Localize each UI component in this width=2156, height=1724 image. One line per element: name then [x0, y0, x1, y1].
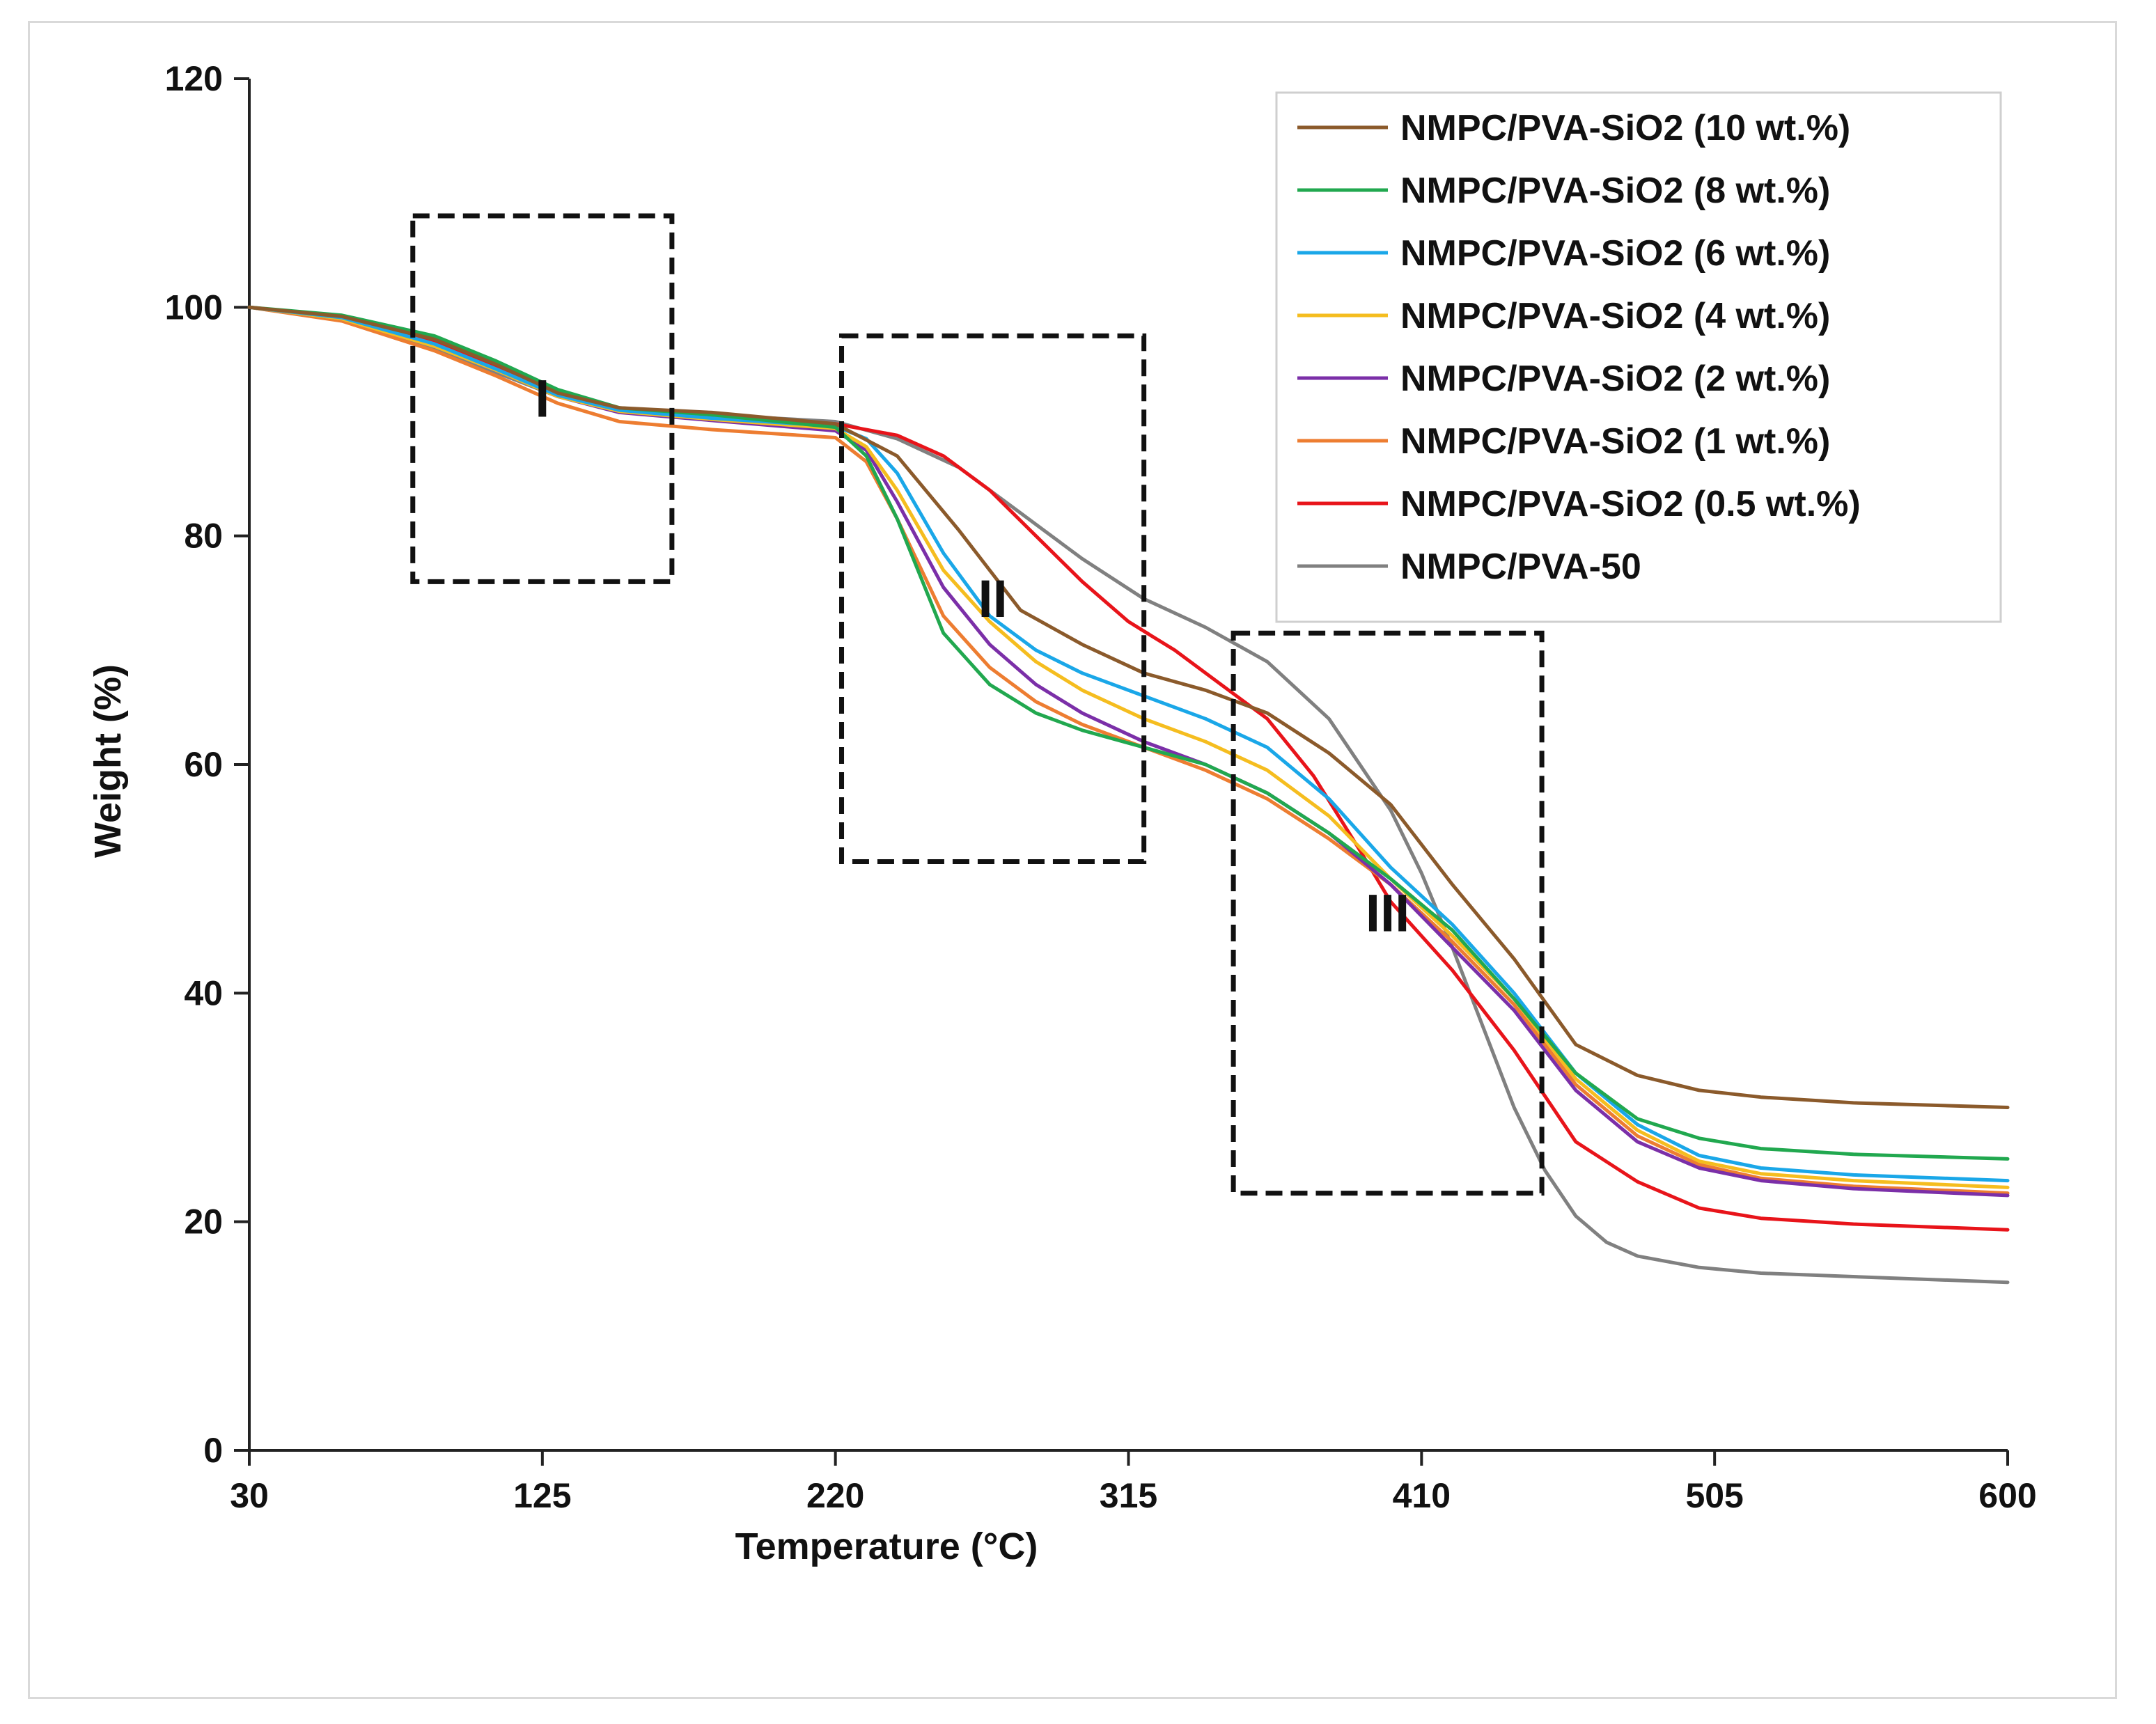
y-tick-label: 120 [165, 59, 223, 98]
legend-label: NMPC/PVA-SiO2 (2 wt.%) [1400, 359, 1830, 399]
legend: NMPC/PVA-SiO2 (10 wt.%) NMPC/PVA-SiO2 (8 … [1275, 91, 2002, 623]
legend-label: NMPC/PVA-50 [1400, 547, 1641, 587]
series-line [247, 305, 2010, 1196]
region-label: III [1366, 884, 1409, 943]
y-tick-label: 20 [184, 1202, 223, 1241]
y-axis-label: Weight (%) [87, 664, 129, 858]
legend-label: NMPC/PVA-SiO2 (10 wt.%) [1400, 108, 1850, 148]
x-tick-label: 410 [1393, 1476, 1451, 1515]
y-tick-label: 100 [165, 288, 223, 327]
region-box [1231, 630, 1545, 1196]
axes: 0 20 40 60 80 100 120 30 125 220 315 410 505 600 [165, 59, 2037, 1515]
region-label: II [978, 570, 1007, 629]
legend-label: NMPC/PVA-SiO2 (1 wt.%) [1400, 421, 1830, 462]
x-tick-label: 220 [806, 1476, 864, 1515]
x-tick-label: 125 [513, 1476, 571, 1515]
y-tick-label: 40 [184, 973, 223, 1012]
region-box [410, 213, 675, 584]
chart-frame: 0 20 40 60 80 100 120 30 125 220 315 410 505 600 I II I… [28, 21, 2117, 1699]
x-axis-label: Temperature (°C) [735, 1526, 1038, 1567]
series-line [247, 305, 2010, 1183]
region-label: I [535, 370, 549, 429]
legend-label: NMPC/PVA-SiO2 (0.5 wt.%) [1400, 484, 1861, 524]
legend-label: NMPC/PVA-SiO2 (4 wt.%) [1400, 296, 1830, 336]
x-tick-label: 315 [1100, 1476, 1157, 1515]
legend-label: NMPC/PVA-SiO2 (8 wt.%) [1400, 171, 1830, 211]
series-line [247, 305, 2010, 1161]
x-tick-label: 505 [1685, 1476, 1743, 1515]
y-tick-label: 60 [184, 745, 223, 784]
y-tick-label: 0 [203, 1431, 223, 1470]
region-box [839, 333, 1147, 865]
y-tick-label: 80 [184, 517, 223, 556]
x-tick-label: 30 [230, 1476, 269, 1515]
x-tick-label: 600 [1978, 1476, 2036, 1515]
legend-label: NMPC/PVA-SiO2 (6 wt.%) [1400, 233, 1830, 274]
legend-box [1275, 91, 2002, 623]
series-lines [247, 305, 2010, 1285]
